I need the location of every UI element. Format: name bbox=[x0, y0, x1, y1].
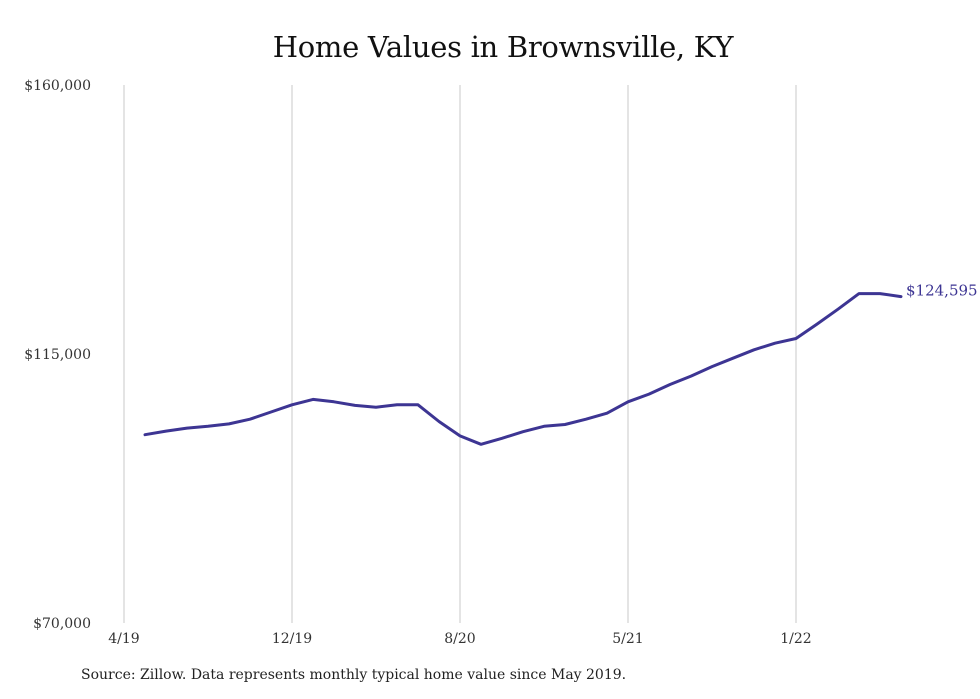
y-tick-label: $160,000 bbox=[24, 78, 91, 94]
end-value-label: $124,595 bbox=[906, 282, 978, 300]
chart-title: Home Values in Brownsville, KY bbox=[272, 30, 734, 64]
series-area bbox=[143, 292, 903, 446]
x-axis: 4/19 12/19 8/20 5/21 1/22 bbox=[108, 631, 811, 647]
gridlines bbox=[123, 85, 797, 623]
y-tick-label: $115,000 bbox=[24, 347, 91, 363]
y-tick-label: $70,000 bbox=[33, 616, 91, 632]
series-line bbox=[143, 292, 903, 446]
x-tick-label: 1/22 bbox=[780, 631, 811, 647]
x-tick-label: 4/19 bbox=[108, 631, 139, 647]
source-note: Source: Zillow. Data represents monthly … bbox=[81, 667, 627, 683]
y-axis: $70,000 $115,000 $160,000 bbox=[24, 78, 91, 632]
x-tick-label: 12/19 bbox=[272, 631, 312, 647]
x-tick-label: 8/20 bbox=[444, 631, 475, 647]
x-tick-label: 5/21 bbox=[612, 631, 643, 647]
data-labels: $124,595 bbox=[906, 282, 978, 300]
